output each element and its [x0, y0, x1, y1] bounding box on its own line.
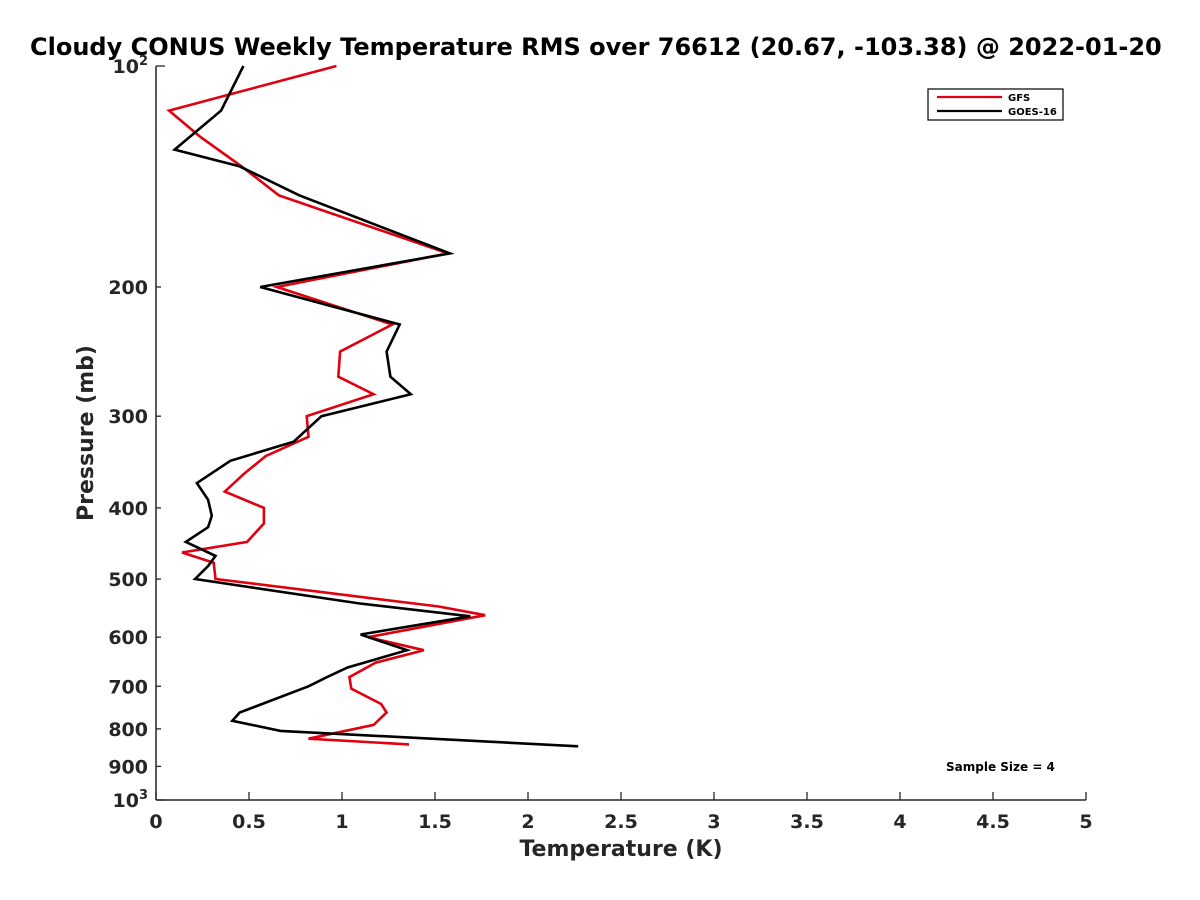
x-tick-label: 1 — [335, 811, 348, 833]
x-tick-label: 4.5 — [976, 811, 1010, 833]
legend-label-gfs: GFS — [1008, 93, 1030, 104]
y-tick-label: 300 — [108, 406, 148, 428]
x-tick-label: 4 — [893, 811, 906, 833]
y-tick-label: 600 — [108, 627, 148, 649]
y-axis-title: Pressure (mb) — [74, 345, 99, 521]
x-tick-label: 5 — [1079, 811, 1092, 833]
y-tick-label: 900 — [108, 756, 148, 778]
series-line-goes-16 — [171, 65, 579, 748]
x-axis-title: Temperature (K) — [519, 837, 722, 862]
y-tick-label: 500 — [108, 569, 148, 591]
legend-box — [927, 88, 1064, 121]
y-tick-label: 800 — [108, 719, 148, 741]
x-ticks: 0 0.5 1 1.5 2 2.5 3 3.5 4 4.5 5 — [149, 792, 1093, 833]
y-ticks: 102 200 300 400 500 600 700 800 900 103 — [108, 54, 165, 812]
legend-label-goes16: GOES-16 — [1008, 107, 1057, 118]
y-tick-label: 103 — [113, 788, 149, 812]
x-tick-label: 2 — [521, 811, 534, 833]
series-layer — [166, 64, 579, 748]
series-line-gfs — [166, 64, 486, 746]
x-tick-label: 2.5 — [604, 811, 638, 833]
sample-size-annotation: Sample Size = 4 — [946, 760, 1055, 774]
x-tick-label: 0.5 — [232, 811, 266, 833]
y-tick-label: 200 — [108, 277, 148, 299]
y-tick-label: 700 — [108, 676, 148, 698]
y-tick-label: 102 — [113, 54, 149, 78]
legend: GFS GOES-16 — [927, 88, 1064, 121]
x-tick-label: 3 — [707, 811, 720, 833]
x-tick-label: 0 — [149, 811, 162, 833]
chart-title: Cloudy CONUS Weekly Temperature RMS over… — [30, 33, 1162, 61]
y-tick-label: 400 — [108, 498, 148, 520]
x-tick-label: 1.5 — [418, 811, 452, 833]
x-tick-label: 3.5 — [790, 811, 824, 833]
